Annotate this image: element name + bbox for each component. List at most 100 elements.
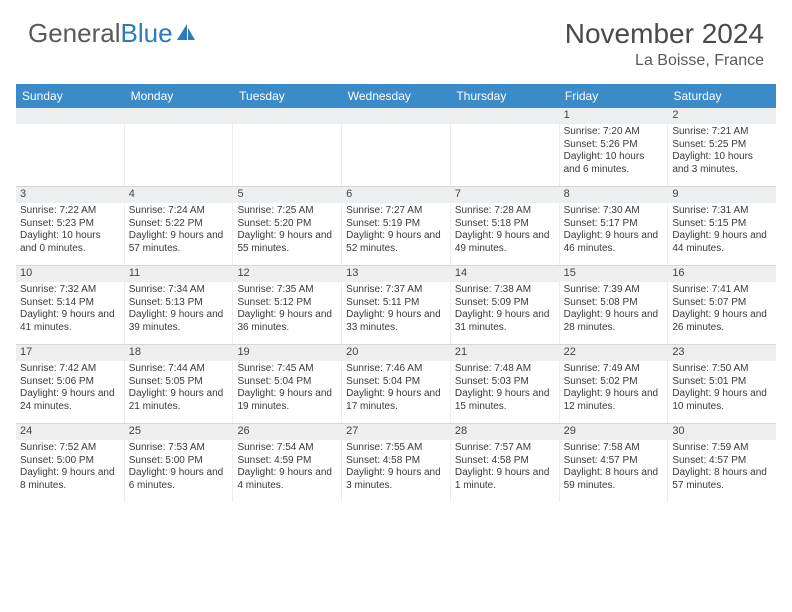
day-body: Sunrise: 7:45 AMSunset: 5:04 PMDaylight:… xyxy=(233,361,341,417)
day-cell: 5Sunrise: 7:25 AMSunset: 5:20 PMDaylight… xyxy=(233,187,342,265)
day-cell: 29Sunrise: 7:58 AMSunset: 4:57 PMDayligh… xyxy=(560,424,669,502)
sunset-text: Sunset: 4:59 PM xyxy=(237,455,337,468)
sunset-text: Sunset: 5:15 PM xyxy=(672,218,772,231)
day-number: 10 xyxy=(16,266,124,282)
daylight-text: Daylight: 9 hours and 12 minutes. xyxy=(564,388,664,413)
day-body: Sunrise: 7:42 AMSunset: 5:06 PMDaylight:… xyxy=(16,361,124,417)
sunset-text: Sunset: 5:23 PM xyxy=(20,218,120,231)
sunset-text: Sunset: 4:57 PM xyxy=(672,455,772,468)
daylight-text: Daylight: 9 hours and 46 minutes. xyxy=(564,230,664,255)
sunrise-text: Sunrise: 7:32 AM xyxy=(20,284,120,297)
daylight-text: Daylight: 9 hours and 39 minutes. xyxy=(129,309,229,334)
sunrise-text: Sunrise: 7:27 AM xyxy=(346,205,446,218)
day-cell: 25Sunrise: 7:53 AMSunset: 5:00 PMDayligh… xyxy=(125,424,234,502)
daylight-text: Daylight: 10 hours and 6 minutes. xyxy=(564,151,664,176)
sunset-text: Sunset: 5:20 PM xyxy=(237,218,337,231)
sunrise-text: Sunrise: 7:59 AM xyxy=(672,442,772,455)
sunrise-text: Sunrise: 7:21 AM xyxy=(672,126,772,139)
week-row: 17Sunrise: 7:42 AMSunset: 5:06 PMDayligh… xyxy=(16,345,776,424)
daylight-text: Daylight: 9 hours and 44 minutes. xyxy=(672,230,772,255)
day-cell: 9Sunrise: 7:31 AMSunset: 5:15 PMDaylight… xyxy=(668,187,776,265)
day-number: 20 xyxy=(342,345,450,361)
sunset-text: Sunset: 4:58 PM xyxy=(346,455,446,468)
day-cell xyxy=(16,108,125,186)
day-number xyxy=(16,108,124,124)
day-cell: 6Sunrise: 7:27 AMSunset: 5:19 PMDaylight… xyxy=(342,187,451,265)
day-header: Wednesday xyxy=(342,84,451,108)
daylight-text: Daylight: 9 hours and 1 minute. xyxy=(455,467,555,492)
day-body: Sunrise: 7:53 AMSunset: 5:00 PMDaylight:… xyxy=(125,440,233,496)
day-number: 19 xyxy=(233,345,341,361)
sunset-text: Sunset: 5:25 PM xyxy=(672,139,772,152)
day-header: Monday xyxy=(125,84,234,108)
sunset-text: Sunset: 5:04 PM xyxy=(346,376,446,389)
day-cell: 20Sunrise: 7:46 AMSunset: 5:04 PMDayligh… xyxy=(342,345,451,423)
day-cell: 8Sunrise: 7:30 AMSunset: 5:17 PMDaylight… xyxy=(560,187,669,265)
day-body: Sunrise: 7:24 AMSunset: 5:22 PMDaylight:… xyxy=(125,203,233,259)
day-body: Sunrise: 7:59 AMSunset: 4:57 PMDaylight:… xyxy=(668,440,776,496)
day-cell: 30Sunrise: 7:59 AMSunset: 4:57 PMDayligh… xyxy=(668,424,776,502)
sunset-text: Sunset: 5:26 PM xyxy=(564,139,664,152)
sunrise-text: Sunrise: 7:31 AM xyxy=(672,205,772,218)
day-body: Sunrise: 7:49 AMSunset: 5:02 PMDaylight:… xyxy=(560,361,668,417)
daylight-text: Daylight: 9 hours and 4 minutes. xyxy=(237,467,337,492)
sunset-text: Sunset: 5:17 PM xyxy=(564,218,664,231)
sunrise-text: Sunrise: 7:45 AM xyxy=(237,363,337,376)
day-header: Friday xyxy=(559,84,668,108)
daylight-text: Daylight: 10 hours and 3 minutes. xyxy=(672,151,772,176)
day-number: 12 xyxy=(233,266,341,282)
day-number: 16 xyxy=(668,266,776,282)
daylight-text: Daylight: 9 hours and 3 minutes. xyxy=(346,467,446,492)
week-row: 1Sunrise: 7:20 AMSunset: 5:26 PMDaylight… xyxy=(16,108,776,187)
day-number: 5 xyxy=(233,187,341,203)
day-number xyxy=(233,108,341,124)
sunrise-text: Sunrise: 7:37 AM xyxy=(346,284,446,297)
header: GeneralBlue November 2024 La Boisse, Fra… xyxy=(0,0,792,78)
day-body: Sunrise: 7:20 AMSunset: 5:26 PMDaylight:… xyxy=(560,124,668,180)
day-cell: 13Sunrise: 7:37 AMSunset: 5:11 PMDayligh… xyxy=(342,266,451,344)
day-body: Sunrise: 7:46 AMSunset: 5:04 PMDaylight:… xyxy=(342,361,450,417)
sunrise-text: Sunrise: 7:22 AM xyxy=(20,205,120,218)
sunrise-text: Sunrise: 7:44 AM xyxy=(129,363,229,376)
day-cell: 11Sunrise: 7:34 AMSunset: 5:13 PMDayligh… xyxy=(125,266,234,344)
sunset-text: Sunset: 5:03 PM xyxy=(455,376,555,389)
day-cell: 19Sunrise: 7:45 AMSunset: 5:04 PMDayligh… xyxy=(233,345,342,423)
day-number xyxy=(342,108,450,124)
day-body: Sunrise: 7:25 AMSunset: 5:20 PMDaylight:… xyxy=(233,203,341,259)
sunrise-text: Sunrise: 7:39 AM xyxy=(564,284,664,297)
daylight-text: Daylight: 9 hours and 26 minutes. xyxy=(672,309,772,334)
sunset-text: Sunset: 5:08 PM xyxy=(564,297,664,310)
day-header: Sunday xyxy=(16,84,125,108)
day-body: Sunrise: 7:31 AMSunset: 5:15 PMDaylight:… xyxy=(668,203,776,259)
month-title: November 2024 xyxy=(565,18,764,50)
day-cell: 21Sunrise: 7:48 AMSunset: 5:03 PMDayligh… xyxy=(451,345,560,423)
day-cell: 16Sunrise: 7:41 AMSunset: 5:07 PMDayligh… xyxy=(668,266,776,344)
day-header: Saturday xyxy=(667,84,776,108)
day-cell: 27Sunrise: 7:55 AMSunset: 4:58 PMDayligh… xyxy=(342,424,451,502)
daylight-text: Daylight: 9 hours and 21 minutes. xyxy=(129,388,229,413)
daylight-text: Daylight: 9 hours and 24 minutes. xyxy=(20,388,120,413)
logo-text-1: General xyxy=(28,18,121,49)
sunset-text: Sunset: 5:14 PM xyxy=(20,297,120,310)
day-body: Sunrise: 7:41 AMSunset: 5:07 PMDaylight:… xyxy=(668,282,776,338)
day-number: 14 xyxy=(451,266,559,282)
daylight-text: Daylight: 9 hours and 28 minutes. xyxy=(564,309,664,334)
location: La Boisse, France xyxy=(565,52,764,70)
day-body: Sunrise: 7:48 AMSunset: 5:03 PMDaylight:… xyxy=(451,361,559,417)
sunrise-text: Sunrise: 7:28 AM xyxy=(455,205,555,218)
sunset-text: Sunset: 5:11 PM xyxy=(346,297,446,310)
sunset-text: Sunset: 4:58 PM xyxy=(455,455,555,468)
sunrise-text: Sunrise: 7:54 AM xyxy=(237,442,337,455)
day-number: 6 xyxy=(342,187,450,203)
sunrise-text: Sunrise: 7:34 AM xyxy=(129,284,229,297)
sunset-text: Sunset: 5:07 PM xyxy=(672,297,772,310)
day-cell: 10Sunrise: 7:32 AMSunset: 5:14 PMDayligh… xyxy=(16,266,125,344)
daylight-text: Daylight: 9 hours and 36 minutes. xyxy=(237,309,337,334)
sunrise-text: Sunrise: 7:35 AM xyxy=(237,284,337,297)
day-body: Sunrise: 7:35 AMSunset: 5:12 PMDaylight:… xyxy=(233,282,341,338)
sunset-text: Sunset: 5:05 PM xyxy=(129,376,229,389)
sunset-text: Sunset: 5:12 PM xyxy=(237,297,337,310)
sunrise-text: Sunrise: 7:42 AM xyxy=(20,363,120,376)
daylight-text: Daylight: 9 hours and 17 minutes. xyxy=(346,388,446,413)
day-cell: 3Sunrise: 7:22 AMSunset: 5:23 PMDaylight… xyxy=(16,187,125,265)
